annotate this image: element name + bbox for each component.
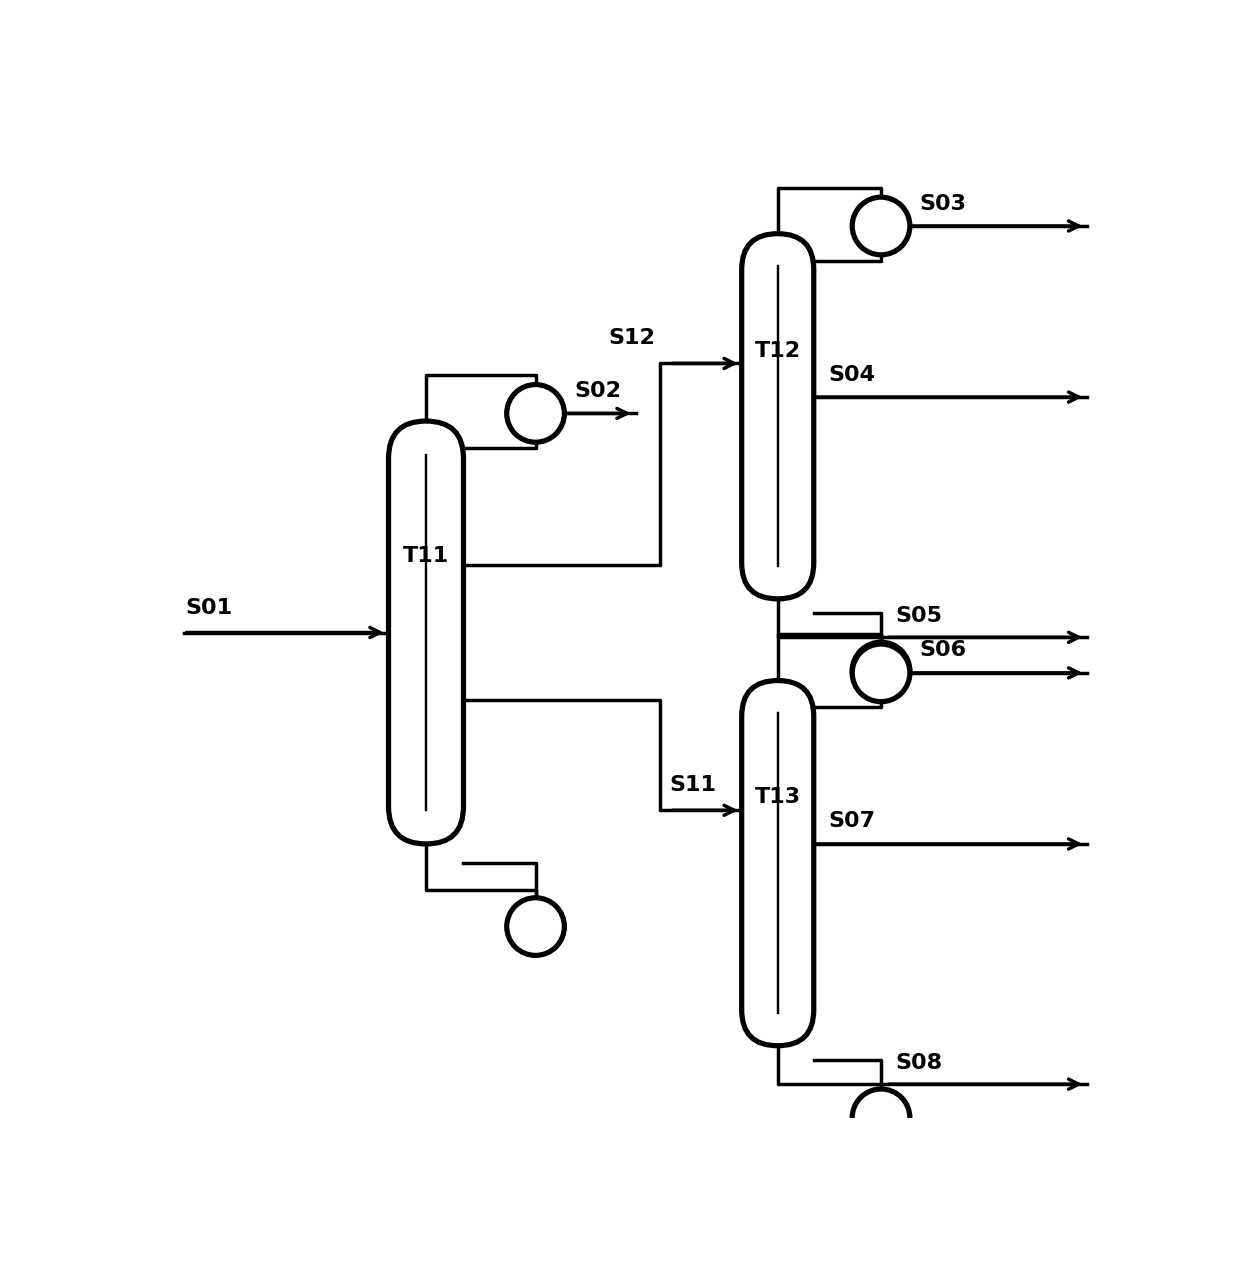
Text: T11: T11 — [403, 546, 449, 567]
Text: S08: S08 — [895, 1053, 942, 1073]
FancyBboxPatch shape — [388, 422, 464, 844]
Text: S12: S12 — [609, 328, 655, 348]
FancyBboxPatch shape — [742, 680, 813, 1046]
Text: S04: S04 — [828, 365, 875, 385]
Circle shape — [852, 642, 910, 699]
Circle shape — [507, 385, 564, 442]
Circle shape — [852, 197, 910, 255]
Text: T12: T12 — [755, 341, 801, 361]
Text: S11: S11 — [670, 775, 717, 795]
Text: S05: S05 — [895, 606, 942, 626]
Text: T13: T13 — [755, 787, 801, 808]
Text: S03: S03 — [920, 193, 966, 213]
FancyBboxPatch shape — [742, 233, 813, 599]
Text: S07: S07 — [828, 811, 875, 832]
Circle shape — [507, 897, 564, 955]
Text: S01: S01 — [186, 598, 233, 618]
Text: S02: S02 — [574, 381, 621, 401]
Circle shape — [852, 1089, 910, 1147]
Circle shape — [852, 644, 910, 702]
Text: S06: S06 — [920, 640, 967, 660]
